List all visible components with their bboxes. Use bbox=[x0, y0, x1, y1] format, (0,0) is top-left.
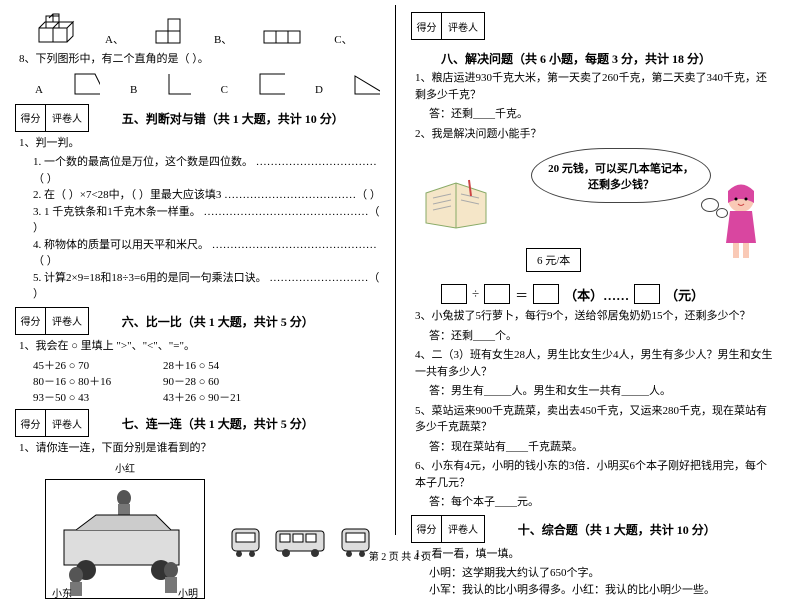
reviewer-label: 评卷人 bbox=[46, 410, 88, 436]
reviewer-label: 评卷人 bbox=[46, 308, 88, 334]
q10-1-2: 小军：我认的比小明多得多。小红：我认的比小明少一些。 bbox=[429, 582, 776, 599]
section-5-title: 五、判断对与错（共 1 大题，共计 10 分） bbox=[122, 110, 344, 127]
blank-3[interactable] bbox=[533, 284, 559, 304]
reviewer-label: 评卷人 bbox=[46, 105, 88, 131]
q8-opt-d: D bbox=[315, 84, 323, 96]
cube-options: A、 B、 C、 bbox=[35, 12, 380, 47]
q5-1-2: 2. 在（ ）×7<28中，（ ）里最大应该填3 ………………………………（ ） bbox=[33, 187, 380, 204]
score-label: 得分 bbox=[16, 308, 46, 334]
q8-2: 2、我是解决问题小能手？ bbox=[415, 126, 776, 143]
q5-1-4: 4. 称物体的质量可以用天平和米尺。 ………………………………………（ ） bbox=[33, 237, 380, 270]
q6-r1a: 45＋26 ○ 70 bbox=[33, 357, 163, 373]
blank-2[interactable] bbox=[484, 284, 510, 304]
q6-r3a: 93－50 ○ 43 bbox=[33, 389, 163, 405]
q8-5: 5、菜站运来900千克蔬菜，卖出去450千克，又运来280千克，现在菜站有多少千… bbox=[415, 403, 776, 436]
reviewer-label: 评卷人 bbox=[442, 516, 484, 542]
q7-1: 1、请你连一连，下面分别是谁看到的？ bbox=[19, 440, 380, 457]
problem-illustration: 20 元钱，可以买几本笔记本， 还剩多少钱？ 6 元/本 bbox=[411, 148, 776, 278]
shape-b bbox=[167, 72, 190, 96]
score-box-8: 得分 评卷人 bbox=[411, 12, 485, 40]
q6-1: 1、我会在 ○ 里填上 ">"、"<"、"="。 bbox=[19, 338, 380, 355]
blank-4[interactable] bbox=[634, 284, 660, 304]
q8-text: 8、下列图形中，有二个直角的是（ ）。 bbox=[19, 51, 380, 68]
cube-a bbox=[35, 12, 75, 47]
score-box-7: 得分 评卷人 bbox=[15, 409, 89, 437]
q6-r2a: 80－16 ○ 80＋16 bbox=[33, 373, 163, 389]
xiaohong-label: 小红 bbox=[45, 460, 205, 475]
q8-6a: 答：每个本子____元。 bbox=[429, 494, 776, 511]
opt-b-label: B、 bbox=[214, 31, 232, 47]
xiaoming-label: 小明 bbox=[178, 585, 198, 600]
q8-1: 1、粮店运进930千克大米，第一天卖了260千克，第二天卖了340千克，还剩多少… bbox=[415, 70, 776, 103]
q8-3a: 答：还剩____个。 bbox=[429, 328, 776, 345]
q8-3: 3、小兔拔了5行萝卜，每行9个，送给邻居兔奶奶15个，还剩多少个？ bbox=[415, 308, 776, 325]
q8-5a: 答：现在菜站有____千克蔬菜。 bbox=[429, 439, 776, 456]
q6-r1b: 28＋16 ○ 54 bbox=[163, 357, 293, 373]
q8-4: 4、二（3）班有女生28人，男生比女生少4人，男生有多少人？男生和女生一共有多少… bbox=[415, 347, 776, 380]
cloud-text-1: 20 元钱，可以买几本笔记本， bbox=[548, 160, 694, 176]
q8-shapes: A B C D bbox=[35, 72, 380, 96]
q10-1-1: 小明：这学期我大约认了650个字。 bbox=[429, 565, 776, 582]
q8-opt-b: B bbox=[130, 84, 137, 96]
page-footer: 第 2 页 共 4 页 bbox=[0, 548, 800, 563]
q6-r2b: 90－28 ○ 60 bbox=[163, 373, 293, 389]
q8-1a: 答：还剩____千克。 bbox=[429, 106, 776, 123]
section-8-title: 八、解决问题（共 6 小题，每题 3 分，共计 18 分） bbox=[441, 50, 711, 67]
q5-1: 1、判一判。 bbox=[19, 135, 380, 152]
xiaodong-label: 小东 bbox=[52, 585, 72, 600]
girl-icon bbox=[716, 183, 766, 263]
equals-sign: ＝ bbox=[515, 285, 528, 304]
section-7-title: 七、连一连（共 1 大题，共计 5 分） bbox=[122, 415, 314, 432]
shape-a bbox=[73, 72, 100, 96]
q5-1-3: 3. 1 千克铁条和1千克木条一样重。 ………………………………………（ ） bbox=[33, 204, 380, 237]
car-scene: 小东 小明 bbox=[45, 479, 205, 599]
q5-1-1: 1. 一个数的最高位是万位，这个数是四位数。 ……………………………（ ） bbox=[33, 154, 380, 187]
thought-cloud: 20 元钱，可以买几本笔记本， 还剩多少钱？ bbox=[531, 148, 711, 203]
reviewer-label: 评卷人 bbox=[442, 13, 484, 39]
q8-opt-a: A bbox=[35, 84, 43, 96]
score-label: 得分 bbox=[16, 105, 46, 131]
score-box-5: 得分 评卷人 bbox=[15, 104, 89, 132]
blank-1[interactable] bbox=[441, 284, 467, 304]
q8-opt-c: C bbox=[221, 84, 228, 96]
q8-4a: 答：男生有_____人。男生和女生一共有_____人。 bbox=[429, 383, 776, 400]
q5-1-5: 5. 计算2×9=18和18÷3=6用的是同一句乘法口诀。 ………………………（… bbox=[33, 270, 380, 303]
score-label: 得分 bbox=[412, 516, 442, 542]
cube-c bbox=[262, 29, 304, 47]
score-label: 得分 bbox=[412, 13, 442, 39]
score-box-6: 得分 评卷人 bbox=[15, 307, 89, 335]
shape-c bbox=[258, 72, 285, 96]
divide-sign: ÷ bbox=[472, 286, 479, 302]
cloud-text-2: 还剩多少钱？ bbox=[588, 176, 654, 192]
unit-ben: （本）…… bbox=[564, 285, 629, 304]
price-label: 6 元/本 bbox=[526, 248, 581, 272]
equation-row: ÷ ＝ （本）…… （元） bbox=[441, 284, 776, 304]
opt-a-label: A、 bbox=[105, 31, 124, 47]
section-10-title: 十、综合题（共 1 大题，共计 10 分） bbox=[518, 521, 716, 538]
notebook-icon bbox=[421, 178, 491, 233]
q6-r3b: 43＋26 ○ 90－21 bbox=[163, 389, 293, 405]
unit-yuan: （元） bbox=[665, 285, 704, 304]
opt-c-label: C、 bbox=[334, 31, 352, 47]
score-box-10: 得分 评卷人 bbox=[411, 515, 485, 543]
cube-b bbox=[154, 17, 184, 47]
q8-6: 6、小东有4元，小明的钱小东的3倍．小明买6个本子刚好把钱用完，每个本子几元？ bbox=[415, 458, 776, 491]
shape-d bbox=[353, 72, 380, 96]
score-label: 得分 bbox=[16, 410, 46, 436]
section-6-title: 六、比一比（共 1 大题，共计 5 分） bbox=[122, 313, 314, 330]
